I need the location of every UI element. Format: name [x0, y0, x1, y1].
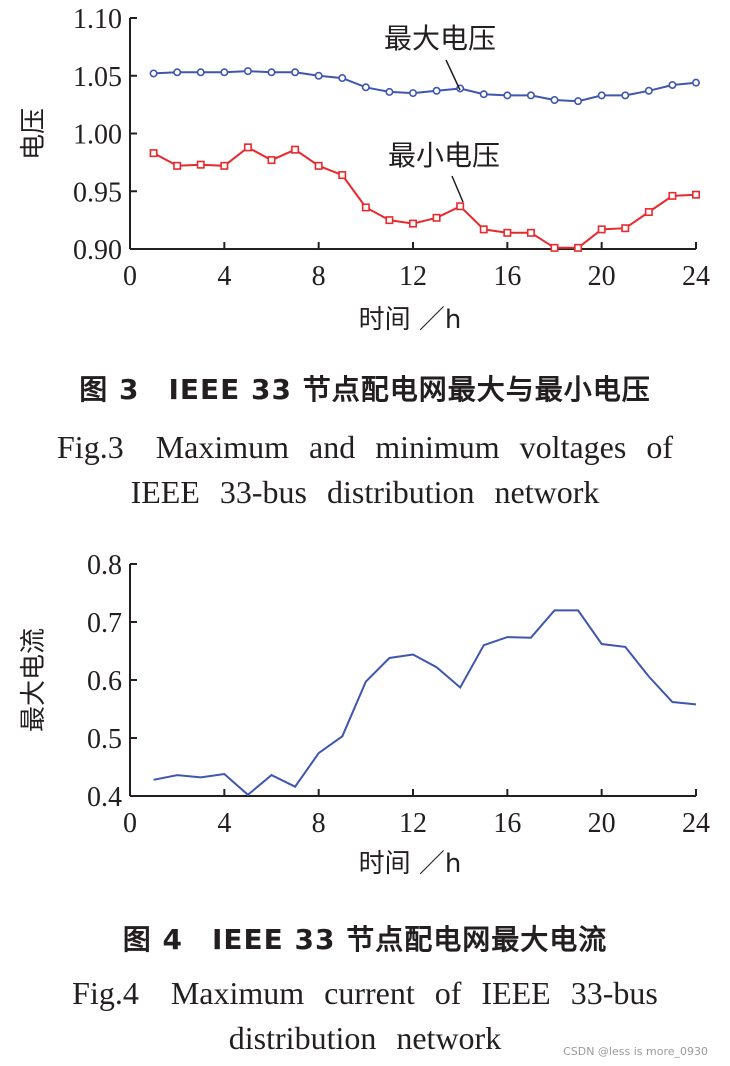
data-point [503, 91, 512, 100]
data-point [291, 145, 300, 154]
x-tick-label: 12 [399, 261, 427, 292]
y-tick-label: 1.00 [73, 120, 122, 151]
data-point [644, 86, 653, 95]
data-point [243, 143, 252, 152]
data-point [267, 68, 276, 77]
data-point [220, 68, 229, 77]
data-point [361, 203, 370, 212]
data-point [597, 225, 606, 234]
x-axis-title: 时间 ／h [359, 305, 462, 335]
data-point [173, 68, 182, 77]
data-point [243, 67, 252, 76]
x-tick-label: 20 [588, 261, 616, 292]
y-tick-label: 0.4 [87, 782, 122, 813]
y-tick-label: 0.5 [87, 724, 122, 755]
x-tick-label: 24 [682, 261, 710, 292]
x-tick-label: 0 [123, 261, 137, 292]
data-point [314, 161, 323, 170]
data-point [574, 243, 583, 252]
x-tick-label: 4 [217, 808, 231, 839]
voltage-chart: 0.90 0.95 1.00 1.05 1.10 0 4 8 12 16 20 24 电压 时间 ／h… [19, 4, 710, 335]
data-point [149, 69, 158, 78]
x-tick-label: 12 [399, 808, 427, 839]
data-point [173, 161, 182, 170]
data-point [503, 228, 512, 237]
y-axis-title: 最大电流 [19, 628, 49, 732]
x-tick-label: 16 [493, 808, 521, 839]
data-point [314, 71, 323, 80]
y-tick-label: 0.6 [87, 666, 122, 697]
data-point [526, 228, 535, 237]
x-tick-label: 16 [493, 261, 521, 292]
current-chart: 0.4 0.5 0.6 0.7 0.8 0 4 8 12 16 20 24 最大电流 时间 ／h [19, 550, 710, 879]
x-tick-label: 0 [123, 808, 137, 839]
watermark: CSDN @less is more_0930 [563, 1045, 708, 1058]
y-axis-title: 电压 [19, 108, 49, 160]
data-point [691, 78, 700, 87]
data-point [338, 74, 347, 83]
x-axis-title: 时间 ／h [359, 849, 462, 879]
data-point [621, 224, 630, 233]
annotation-min-voltage-pointer [451, 175, 464, 203]
y-tick-label: 0.8 [87, 550, 122, 581]
x-tick-label: 8 [312, 261, 326, 292]
y-tick-label: 1.05 [73, 62, 122, 93]
data-point [291, 68, 300, 77]
data-point [408, 89, 417, 98]
y-tick-label: 0.7 [87, 608, 122, 639]
x-tick-label: 20 [588, 808, 616, 839]
annotation-max-voltage: 最大电压 [384, 22, 496, 55]
data-point [196, 160, 205, 169]
data-point [691, 190, 700, 199]
data-point [385, 216, 394, 225]
data-point [644, 208, 653, 217]
data-point [574, 97, 583, 106]
figure3-caption-en-line1: Fig.3 Maximum and minimum voltages of [57, 429, 673, 465]
data-point [456, 202, 465, 211]
data-point [267, 156, 276, 165]
data-point [361, 83, 370, 92]
data-point [668, 80, 677, 89]
data-point [550, 243, 559, 252]
series-line-1 [153, 70, 697, 103]
figure4-caption-en-line1: Fig.4 Maximum current of IEEE 33-bus [72, 975, 658, 1011]
x-tick-label: 24 [682, 808, 710, 839]
data-point [338, 171, 347, 180]
figure4-caption-cn: 图 4 IEEE 33 节点配电网最大电流 [122, 923, 608, 956]
annotation-max-voltage-pointer [445, 59, 461, 91]
data-point [220, 161, 229, 170]
x-tick-label: 4 [217, 261, 231, 292]
figure3-caption-cn: 图 3 IEEE 33 节点配电网最大与最小电压 [79, 373, 651, 406]
figure4-caption-en-line2: distribution network [228, 1020, 502, 1056]
annotation-min-voltage: 最小电压 [388, 139, 500, 172]
data-point [526, 91, 535, 100]
y-tick-label: 1.10 [73, 4, 122, 35]
data-point [597, 91, 606, 100]
data-point [408, 219, 417, 228]
data-point [432, 86, 441, 95]
data-point [432, 213, 441, 222]
x-tick-label: 8 [312, 808, 326, 839]
data-point [385, 87, 394, 96]
y-tick-label: 0.95 [73, 177, 122, 208]
data-point [668, 191, 677, 200]
data-point [479, 225, 488, 234]
figure3-caption-en-line2: IEEE 33-bus distribution network [130, 474, 600, 510]
y-tick-label: 0.90 [73, 235, 122, 266]
series-line-1 [153, 609, 697, 797]
data-point [550, 96, 559, 105]
data-point [149, 149, 158, 158]
data-point [621, 91, 630, 100]
data-point [196, 68, 205, 77]
data-point [479, 90, 488, 99]
